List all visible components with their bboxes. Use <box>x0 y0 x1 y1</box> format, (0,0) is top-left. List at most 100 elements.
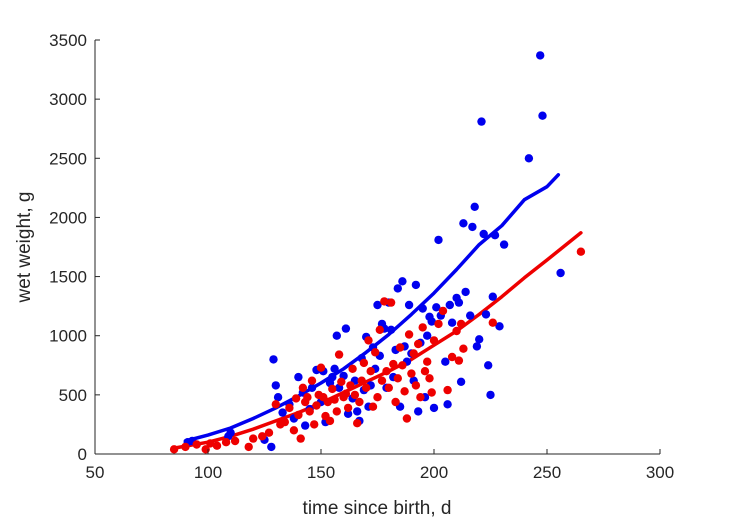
data-point-series-1 <box>461 287 470 297</box>
data-point-series-2 <box>359 358 369 368</box>
data-point-series-1 <box>466 311 475 320</box>
y-tick-label: 2500 <box>49 149 87 168</box>
data-point-series-2 <box>357 376 366 385</box>
data-point-series-2 <box>296 434 305 443</box>
data-point-series-1 <box>404 300 414 310</box>
data-point-series-2 <box>411 381 421 390</box>
data-point-series-2 <box>298 383 308 392</box>
data-point-series-1 <box>386 325 396 334</box>
data-point-series-2 <box>353 419 362 428</box>
data-point-series-2 <box>169 445 179 454</box>
y-axis-label: wet weight, g <box>14 192 35 304</box>
data-point-series-1 <box>423 331 432 340</box>
data-point-series-1 <box>343 409 353 418</box>
data-point-series-2 <box>414 339 423 349</box>
data-point-series-2 <box>249 434 258 443</box>
data-point-series-2 <box>316 363 326 372</box>
data-point-series-2 <box>350 390 360 400</box>
data-point-series-2 <box>375 325 384 334</box>
data-point-series-1 <box>294 372 303 382</box>
data-point-series-1 <box>524 154 534 163</box>
data-point-series-1 <box>459 219 468 228</box>
data-point-series-2 <box>418 323 427 332</box>
data-point-series-1 <box>443 400 452 409</box>
data-point-series-2 <box>402 414 412 423</box>
data-point-series-1 <box>445 300 454 310</box>
data-point-series-2 <box>334 350 344 359</box>
data-point-series-2 <box>443 385 452 395</box>
data-point-series-1 <box>271 381 280 390</box>
data-point-series-2 <box>434 319 443 329</box>
data-point-series-1 <box>447 318 457 327</box>
data-point-series-1 <box>414 407 423 416</box>
data-point-series-2 <box>371 348 380 357</box>
data-point-series-2 <box>368 402 378 411</box>
axes <box>94 40 660 455</box>
data-points <box>169 51 586 454</box>
data-point-series-2 <box>212 441 222 450</box>
data-point-series-2 <box>312 401 321 410</box>
data-point-series-1 <box>330 364 339 373</box>
data-point-series-1 <box>429 403 439 413</box>
data-point-series-1 <box>332 331 341 340</box>
data-point-series-2 <box>400 387 409 396</box>
x-tick-label: 250 <box>533 463 561 482</box>
data-point-series-2 <box>576 247 586 256</box>
data-point-series-1 <box>486 390 495 400</box>
data-point-series-2 <box>404 330 414 339</box>
data-point-series-1 <box>373 300 382 310</box>
data-point-series-2 <box>303 393 312 402</box>
data-point-series-2 <box>310 420 319 429</box>
data-point-series-1 <box>307 383 317 392</box>
y-tick-label: 3000 <box>49 90 87 109</box>
data-point-series-2 <box>427 388 436 397</box>
x-tick-label: 100 <box>194 463 222 482</box>
data-point-series-2 <box>280 417 289 427</box>
data-point-series-2 <box>423 357 432 366</box>
data-point-series-1 <box>470 202 479 211</box>
data-point-series-2 <box>325 416 335 426</box>
data-point-series-2 <box>362 383 371 392</box>
data-point-series-1 <box>475 335 484 344</box>
x-tick-label: 50 <box>86 463 105 482</box>
data-point-series-2 <box>366 367 375 376</box>
y-tick-label: 1000 <box>49 327 87 346</box>
data-point-series-2 <box>373 393 382 402</box>
data-point-series-1 <box>481 310 491 319</box>
data-point-series-2 <box>307 376 317 385</box>
data-point-series-1 <box>432 303 441 312</box>
data-point-series-2 <box>409 349 418 358</box>
data-point-series-1 <box>454 298 464 307</box>
data-point-series-2 <box>454 356 464 365</box>
data-point-series-2 <box>459 344 468 353</box>
data-point-series-1 <box>484 361 493 370</box>
data-point-series-2 <box>341 389 351 398</box>
data-point-series-2 <box>328 384 337 394</box>
data-point-series-2 <box>337 377 346 386</box>
data-point-series-2 <box>416 393 425 402</box>
data-point-series-2 <box>488 318 497 327</box>
data-point-series-2 <box>452 326 461 336</box>
data-point-series-1 <box>556 268 565 278</box>
fit-curves <box>172 173 583 450</box>
data-point-series-2 <box>386 298 396 307</box>
x-tick-label: 150 <box>307 463 335 482</box>
data-point-series-1 <box>477 117 486 126</box>
fit-curve-series-1 <box>183 173 561 443</box>
data-point-series-1 <box>341 324 351 333</box>
data-point-series-2 <box>343 403 353 413</box>
y-tick-label: 3500 <box>49 31 87 50</box>
data-point-series-2 <box>330 395 339 404</box>
data-point-series-2 <box>258 432 267 441</box>
y-tick-label: 0 <box>78 445 87 464</box>
data-point-series-2 <box>429 336 439 345</box>
data-point-series-2 <box>271 400 280 409</box>
data-point-series-1 <box>538 111 547 120</box>
data-point-series-2 <box>391 397 400 407</box>
data-point-series-1 <box>490 231 500 240</box>
data-point-series-1 <box>269 355 278 364</box>
data-point-series-2 <box>244 442 253 452</box>
data-point-series-2 <box>294 410 303 420</box>
data-point-series-2 <box>438 306 448 316</box>
